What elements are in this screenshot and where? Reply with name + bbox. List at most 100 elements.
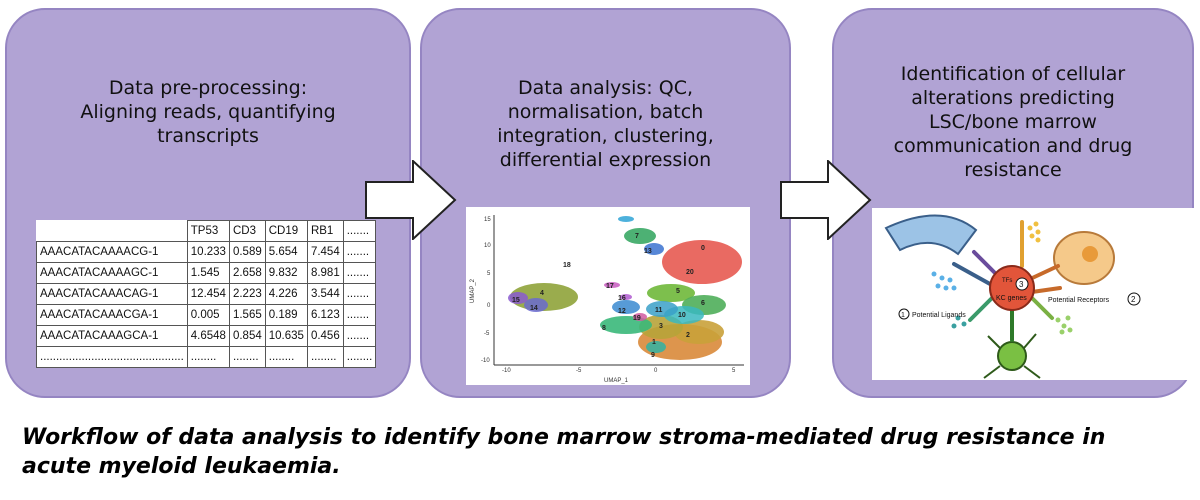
cluster-label: 1: [652, 339, 656, 346]
ligand-dots: [1027, 221, 1041, 243]
table-row: ........................................…: [36, 346, 377, 368]
step-number: 1: [901, 312, 905, 319]
cluster-15: [508, 292, 528, 304]
cluster-17: [604, 282, 620, 288]
cluster-label: 16: [618, 295, 626, 302]
title-line: Data analysis: QC,: [517, 77, 694, 99]
y-tick-label: -10: [481, 358, 490, 364]
table-cell: 1.565: [228, 304, 266, 326]
center-node: [989, 265, 1035, 311]
connector-line: [952, 262, 992, 286]
dendrite-line: [987, 335, 1001, 349]
cluster-label: 8: [602, 325, 606, 332]
y-tick-label: 15: [484, 217, 491, 223]
table-row: AAACATACAAAAGC-1 1.545 2.658 9.832 8.981…: [36, 262, 377, 284]
table-cell: 9.832: [264, 262, 308, 284]
x-tick-label: 0: [654, 368, 658, 374]
table-cell: AAACATACAAACGA-1: [36, 304, 188, 326]
caption-line: acute myeloid leukaemia.: [22, 454, 341, 479]
cluster-label: 15: [512, 297, 520, 304]
title-line: alterations predicting: [911, 87, 1115, 109]
step-number-badge: [1015, 277, 1029, 291]
table-cell: 4.6548: [186, 325, 230, 347]
ligand-dots: [931, 271, 957, 291]
cluster-label: 5: [676, 288, 680, 295]
table-cell: 0.005: [186, 304, 230, 326]
cluster-label: 12: [618, 308, 626, 315]
cluster-19: [633, 313, 647, 321]
table-cell: 6.123: [306, 304, 344, 326]
cluster-11: [646, 301, 678, 317]
table-cell: 0.456: [306, 325, 344, 347]
table-cell: ........: [342, 346, 377, 368]
cluster-label: 4: [540, 290, 544, 297]
cell-communication-diagram: TFs KC genes 3 1 Potential Ligands Poten…: [872, 208, 1194, 380]
table-row: AAACATACAAAACG-1 10.233 0.589 5.654 7.45…: [36, 241, 377, 263]
table-cell: .......: [342, 325, 377, 347]
connector-line: [1030, 296, 1054, 320]
step-title-identification: Identification of cellular alterations p…: [834, 62, 1192, 182]
column-header: RB1: [306, 220, 344, 242]
caption-line: Workflow of data analysis to identify bo…: [22, 425, 1106, 450]
table-cell: 5.654: [264, 241, 308, 263]
cluster-9: [646, 341, 666, 353]
cluster-label: 2: [686, 332, 690, 339]
table-cell: AAACATACAAAAGC-1: [36, 262, 188, 284]
title-line: transcripts: [157, 125, 259, 147]
figure-caption: Workflow of data analysis to identify bo…: [22, 423, 1192, 481]
cluster-label: 0: [701, 245, 705, 252]
center-label: TFs: [1002, 278, 1012, 284]
cluster-12: [612, 300, 640, 314]
cluster-label: 20: [686, 269, 694, 276]
connector-line: [1030, 286, 1062, 294]
title-line: resistance: [964, 159, 1062, 181]
table-header-row: TP53 CD3 CD19 RB1 .......: [37, 220, 377, 242]
cluster-16: [620, 294, 632, 300]
step-title-preprocessing: Data pre-processing: Aligning reads, qua…: [7, 76, 409, 148]
umap-y-axis-label: UMAP_2: [470, 278, 476, 303]
table-cell: .......: [342, 304, 377, 326]
dendrite-line: [1023, 333, 1037, 349]
dendrite-line: [1023, 365, 1041, 379]
table-cell: 2.658: [228, 262, 266, 284]
y-tick-label: 0: [487, 303, 491, 309]
right-arrow-icon: [780, 160, 872, 240]
table-cell: AAACATACAAACAG-1: [36, 283, 188, 305]
table-cell: ........: [306, 346, 344, 368]
table-cell: .......: [342, 241, 377, 263]
umap-x-axis-label: UMAP_1: [604, 378, 629, 384]
cluster-14: [524, 298, 548, 312]
cluster-top: [618, 216, 634, 222]
table-cell: .......: [342, 262, 377, 284]
cluster-label: 14: [530, 305, 538, 312]
connector-line: [968, 296, 994, 322]
title-line: Identification of cellular: [900, 63, 1126, 85]
nucleus-icon: [1082, 246, 1098, 262]
table-corner-cell: [37, 221, 188, 242]
table-cell: ........: [264, 346, 308, 368]
cluster-label: 17: [606, 283, 614, 290]
cluster-0: [662, 240, 742, 284]
title-line: LSC/bone marrow: [929, 111, 1097, 133]
table-cell: AAACATACAAAGCA-1: [36, 325, 188, 347]
step-title-analysis: Data analysis: QC, normalisation, batch …: [422, 76, 789, 172]
step-number: 3: [1019, 280, 1024, 289]
cluster-7: [624, 228, 656, 244]
cluster-13: [644, 243, 664, 255]
title-line: Aligning reads, quantifying: [80, 101, 336, 123]
x-tick-label: 5: [732, 368, 736, 374]
title-line: communication and drug: [893, 135, 1133, 157]
title-line: Data pre-processing:: [108, 77, 308, 99]
table-cell: ........: [186, 346, 230, 368]
cluster-label: 10: [678, 312, 686, 319]
title-line: normalisation, batch: [507, 101, 704, 123]
column-header: CD19: [264, 220, 308, 242]
expression-matrix-table: TP53 CD3 CD19 RB1 ....... AAACATACAAAACG…: [36, 220, 377, 368]
cluster-2: [674, 320, 724, 344]
x-tick-label: -10: [502, 368, 511, 374]
y-tick-label: 5: [487, 271, 491, 277]
umap-clusters: [508, 216, 742, 360]
table-cell: 3.544: [306, 283, 344, 305]
neuron-cell-icon: [997, 341, 1027, 371]
table-cell: ........................................…: [36, 346, 188, 368]
